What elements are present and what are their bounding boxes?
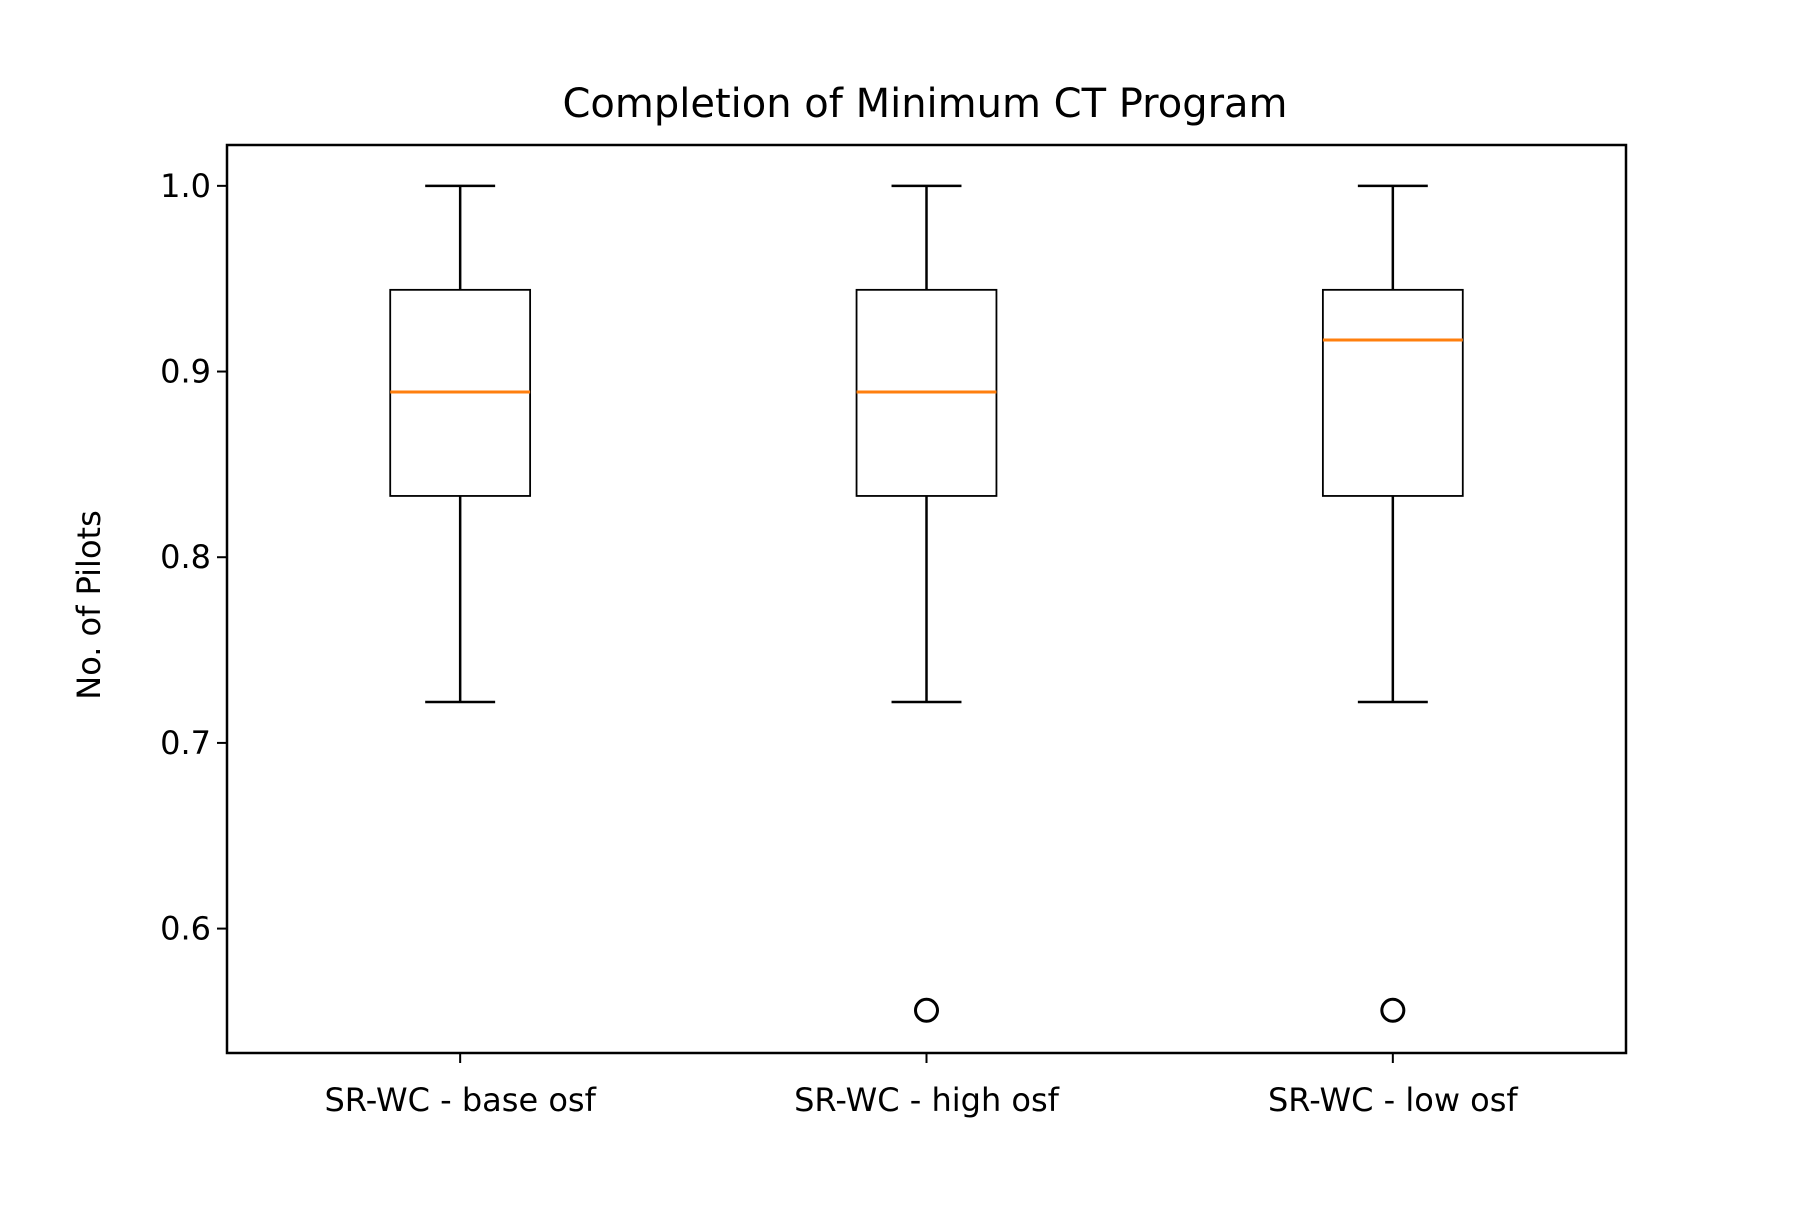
outlier-point <box>914 997 939 1023</box>
plot-area: 0.6 0.7 0.8 0.9 1.0 SR-WC - base osf SR-WC - h… <box>160 167 1518 1119</box>
y-tick-label: 0.6 <box>160 910 211 948</box>
box-iqr <box>1321 288 1464 497</box>
x-tick-label: SR-WC - high osf <box>794 1081 1060 1119</box>
y-tick-label: 1.0 <box>160 167 211 205</box>
y-axis-label: No. of Pilots <box>70 510 108 699</box>
y-tick-label: 0.9 <box>160 353 211 391</box>
plot-frame <box>225 143 1628 1055</box>
x-tick-label: SR-WC - low osf <box>1268 1081 1518 1119</box>
outlier-point <box>1380 997 1406 1023</box>
y-tick-label: 0.8 <box>160 538 211 576</box>
chart-title: Completion of Minimum CT Program <box>562 81 1287 127</box>
x-tick-label: SR-WC - base osf <box>324 1081 596 1119</box>
y-tick-label: 0.7 <box>160 724 211 762</box>
